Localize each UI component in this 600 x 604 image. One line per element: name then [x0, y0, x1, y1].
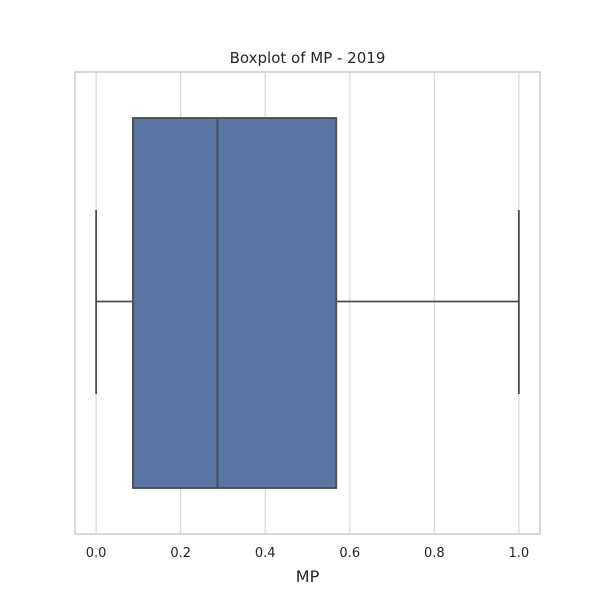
chart-title: Boxplot of MP - 2019 — [230, 49, 386, 67]
x-tick-label: 0.4 — [255, 546, 276, 561]
x-tick-label: 0.2 — [170, 546, 191, 561]
x-axis-label: MP — [296, 567, 320, 586]
box-element — [95, 117, 520, 489]
x-tick-label: 0.0 — [86, 546, 107, 561]
x-tick-label: 0.8 — [424, 546, 445, 561]
x-tick-label: 1.0 — [509, 546, 530, 561]
iqr-box — [132, 117, 338, 489]
x-tick-labels: 0.0 0.2 0.4 0.6 0.8 1.0 — [86, 546, 529, 561]
plot-frame — [74, 71, 541, 535]
x-tick-label: 0.6 — [339, 546, 360, 561]
